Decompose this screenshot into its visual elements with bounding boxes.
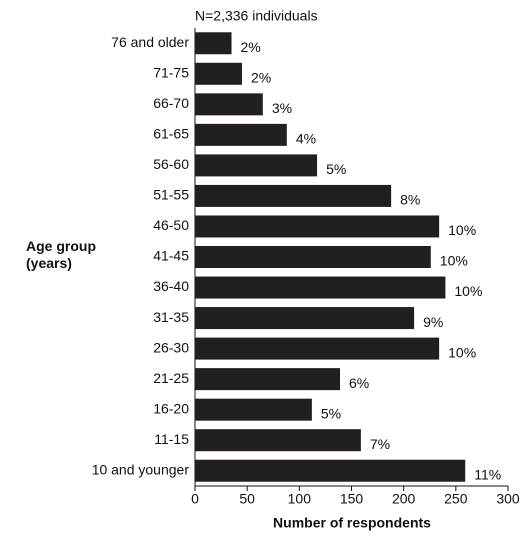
bar [195,368,341,391]
bar [195,123,287,146]
value-label: 10% [454,283,482,299]
value-label: 9% [423,314,443,330]
value-label: 3% [272,100,292,116]
y-tick-label: 66-70 [153,95,189,111]
value-label: 7% [370,436,390,452]
y-tick-label: 10 and younger [92,461,190,477]
bar [195,215,440,238]
y-tick-label: 56-60 [153,156,189,172]
x-axis-label: Number of respondents [273,515,431,531]
value-label: 5% [326,161,346,177]
y-tick-label: 61-65 [153,126,189,142]
x-tick-label: 50 [239,491,255,507]
value-label: 2% [241,39,261,55]
value-label: 11% [474,466,501,482]
bar [195,429,361,452]
value-label: 5% [321,405,341,421]
bar [195,337,440,360]
bar [195,459,466,482]
x-tick-label: 100 [288,491,312,507]
bar [195,184,392,207]
value-label: 2% [251,70,271,86]
bar [195,398,312,421]
y-tick-label: 36-40 [153,278,189,294]
value-label: 6% [349,375,369,391]
bar [195,307,415,330]
y-tick-label: 16-20 [153,400,189,416]
bar [195,246,431,268]
x-tick-label: 0 [191,491,199,507]
y-tick-label: 41-45 [153,248,189,264]
bar [195,62,242,85]
y-tick-label: 11-15 [154,431,189,447]
y-tick-label: 31-35 [153,309,189,325]
value-label: 10% [448,222,476,238]
bar [195,32,232,55]
chart-note: N=2,336 individuals [195,8,318,24]
y-tick-label: 26-30 [153,339,189,355]
x-tick-label: 150 [340,491,364,507]
value-label: 10% [440,253,468,269]
x-tick-label: 200 [392,491,416,507]
y-axis-label: Age group (years) [26,238,96,271]
value-label: 10% [448,344,476,360]
y-tick-label: 71-75 [153,65,189,81]
bar [195,93,263,116]
x-tick-label: 250 [444,491,468,507]
bar [195,154,318,177]
x-tick-label: 300 [496,491,520,507]
y-tick-label: 46-50 [153,217,189,233]
bar [195,276,446,299]
y-tick-label: 21-25 [153,370,189,386]
y-tick-label: 76 and older [111,34,189,50]
value-label: 4% [296,131,316,147]
y-tick-label: 51-55 [153,187,189,203]
value-label: 8% [400,192,420,208]
